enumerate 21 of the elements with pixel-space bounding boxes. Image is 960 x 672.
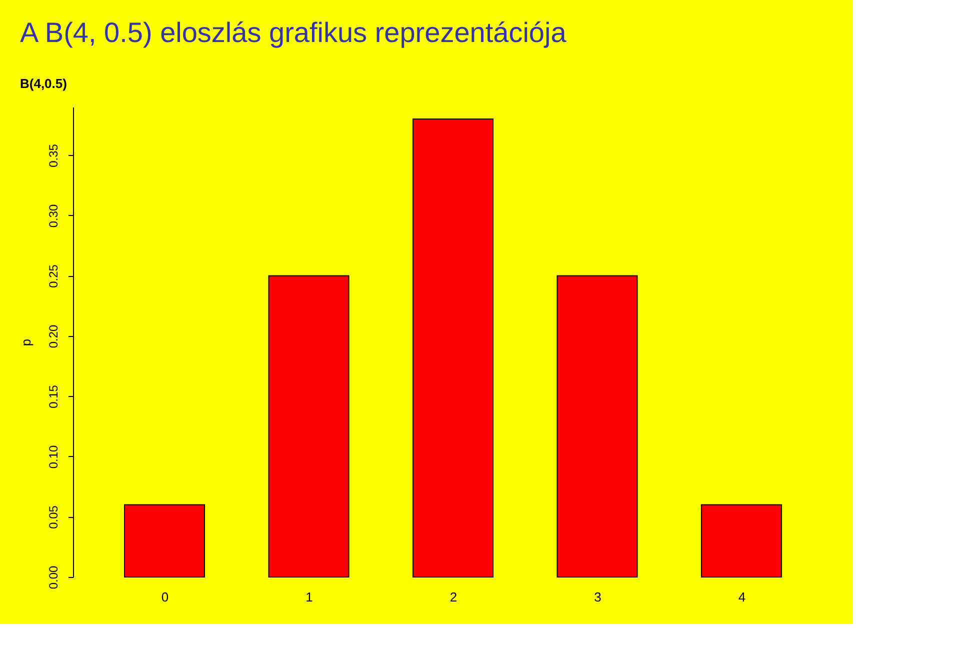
bar xyxy=(556,275,638,578)
chart-title: A B(4, 0.5) eloszlás grafikus reprezentációja xyxy=(20,17,567,48)
y-tick-label: 0.20 xyxy=(46,324,60,348)
bar xyxy=(412,118,494,578)
y-axis-title: p xyxy=(18,338,34,346)
bar xyxy=(700,504,782,578)
x-tick-label: 3 xyxy=(594,590,602,604)
y-tick-label: 0.25 xyxy=(46,264,60,288)
y-tick-label: 0.10 xyxy=(46,444,60,469)
y-tick-label: 0.05 xyxy=(46,505,60,529)
chart-subtitle: B(4,0.5) xyxy=(20,76,67,91)
y-tick-label: 0.15 xyxy=(46,384,60,408)
y-tick-label: 0.35 xyxy=(46,144,60,168)
y-tick-label: 0.00 xyxy=(46,566,60,590)
y-tick-label: 0.30 xyxy=(46,204,60,228)
bar xyxy=(268,275,350,578)
x-tick-label: 4 xyxy=(738,590,746,604)
x-tick-label: 2 xyxy=(450,590,458,604)
x-tick-label: 0 xyxy=(161,590,169,604)
bar xyxy=(124,504,206,578)
x-tick-label: 1 xyxy=(306,590,313,604)
